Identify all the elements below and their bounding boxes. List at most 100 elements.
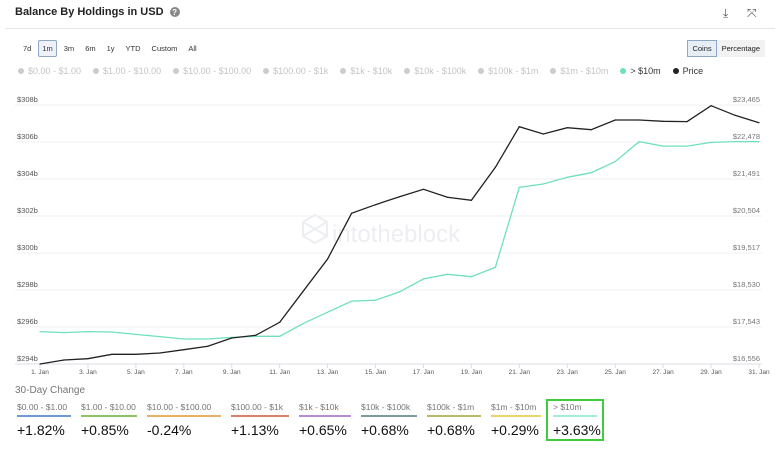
download-icon[interactable]: ⤓ xyxy=(723,6,729,20)
data-point xyxy=(398,291,401,293)
data-point xyxy=(446,273,449,275)
summary-value: +0.68% xyxy=(427,422,475,438)
range-button-1m[interactable]: 1m xyxy=(38,40,57,57)
data-point xyxy=(327,311,329,313)
legend-dot-icon xyxy=(263,68,270,74)
mode-toggle: Coins Percentage xyxy=(687,40,765,57)
data-point xyxy=(350,300,353,302)
data-point xyxy=(494,266,496,268)
summary-label: $1m - $10m xyxy=(491,402,541,417)
summary-value: +0.68% xyxy=(361,422,409,438)
data-point xyxy=(374,299,377,301)
summary-title: 30-Day Change xyxy=(15,385,86,396)
data-point xyxy=(87,331,89,333)
data-point xyxy=(135,353,137,355)
summary-columns: $0.00 - $1.00 +1.82% $1.00 - $10.00 +0.85% $… xyxy=(15,399,604,441)
data-point xyxy=(470,199,472,201)
summary-item: $100.00 - $1k +1.13% xyxy=(229,402,291,438)
mode-button-percentage[interactable]: Percentage xyxy=(716,40,765,57)
watermark-text: intotheblock xyxy=(332,221,461,248)
legend-item[interactable]: $10.00 - $100.00 xyxy=(173,66,251,76)
legend-item[interactable]: > $10m xyxy=(620,66,661,76)
data-point xyxy=(87,358,89,360)
legend-label: > $10m xyxy=(630,66,661,76)
summary-item: $10k - $100k +0.68% xyxy=(359,402,419,438)
data-point xyxy=(63,359,65,361)
x-tick-label: 23. Jan xyxy=(557,369,579,376)
data-point xyxy=(303,290,305,292)
data-point xyxy=(279,321,281,323)
legend-dot-icon xyxy=(173,68,180,74)
legend-item[interactable]: $10k - $100k xyxy=(404,66,466,76)
y-right-tick-label: $16,556 xyxy=(733,354,760,363)
summary-label: $10k - $100k xyxy=(361,402,417,417)
legend-item[interactable]: $0.00 - $1.00 xyxy=(18,66,81,76)
data-point xyxy=(39,363,41,365)
summary-value: +0.85% xyxy=(81,422,129,438)
watermark-logo-icon xyxy=(302,213,328,245)
legend-item[interactable]: $100k - $1m xyxy=(478,66,538,76)
range-button-ytd[interactable]: YTD xyxy=(125,44,141,53)
y-left-tick-label: $294b xyxy=(17,354,38,363)
summary-item: $1k - $10k +0.65% xyxy=(297,402,353,438)
range-button-7d[interactable]: 7d xyxy=(23,44,32,53)
legend-dot-icon xyxy=(620,68,627,74)
data-point xyxy=(231,337,233,339)
legend-label: $1.00 - $10.00 xyxy=(103,66,162,76)
data-point xyxy=(470,276,472,278)
data-point xyxy=(63,331,65,334)
summary-label: $1k - $10k xyxy=(299,402,351,417)
data-point xyxy=(255,334,257,336)
summary-label: > $10m xyxy=(553,402,597,417)
legend-item[interactable]: $1m - $10m xyxy=(550,66,608,76)
data-point xyxy=(638,141,640,143)
data-point xyxy=(542,133,544,135)
y-right-tick-label: $23,465 xyxy=(733,95,760,104)
question-circle-icon[interactable]: ? xyxy=(169,7,180,17)
data-point xyxy=(494,166,496,168)
summary-value: +1.82% xyxy=(17,422,65,438)
data-point xyxy=(638,119,640,121)
title-text: Balance By Holdings in USD xyxy=(15,6,164,18)
range-button-custom[interactable]: Custom xyxy=(151,44,178,53)
collapse-icon[interactable]: ⤧ xyxy=(747,6,757,20)
range-selector: 7d 1m 3m 6m 1y YTD Custom All xyxy=(19,40,201,57)
x-tick-label: 11. Jan xyxy=(269,369,290,376)
data-point xyxy=(542,183,544,185)
range-button-1y[interactable]: 1y xyxy=(106,44,115,53)
range-button-6m[interactable]: 6m xyxy=(85,44,96,53)
summary-item: $1.00 - $10.00 +0.85% xyxy=(79,402,139,438)
y-right-tick-label: $21,491 xyxy=(733,169,760,178)
legend-label: $10.00 - $100.00 xyxy=(183,66,252,76)
x-tick-label: 17. Jan xyxy=(413,369,435,376)
legend-item[interactable]: $1.00 - $10.00 xyxy=(93,66,161,76)
summary-value: +0.65% xyxy=(299,422,347,438)
data-point xyxy=(303,322,305,324)
range-button-3m[interactable]: 3m xyxy=(63,44,75,53)
x-tick-label: 15. Jan xyxy=(365,369,387,376)
summary-value: -0.24% xyxy=(147,422,192,438)
data-point xyxy=(614,119,616,121)
data-point xyxy=(614,161,616,163)
data-point xyxy=(159,336,161,338)
mode-button-coins[interactable]: Coins xyxy=(687,40,717,57)
y-left-tick-label: $298b xyxy=(17,280,38,289)
legend-item[interactable]: $1k - $10k xyxy=(340,66,392,76)
summary-label: $1.00 - $10.00 xyxy=(81,402,137,417)
summary-item: $100k - $1m +0.68% xyxy=(425,402,483,438)
legend-item[interactable]: $100.00 - $1k xyxy=(263,66,328,76)
data-point xyxy=(518,186,520,188)
y-right-tick-label: $17,543 xyxy=(733,317,760,326)
x-tick-label: 7. Jan xyxy=(175,369,193,376)
legend-label: $100k - $1m xyxy=(488,66,539,76)
y-right-tick-label: $18,530 xyxy=(733,280,760,289)
legend-dot-icon xyxy=(18,68,24,74)
y-left-tick-label: $308b xyxy=(17,95,38,104)
legend-item[interactable]: Price xyxy=(672,66,703,76)
data-point xyxy=(183,349,185,351)
legend-dot-icon xyxy=(478,68,485,74)
data-point xyxy=(590,129,592,131)
legend: $0.00 - $1.00 $1.00 - $10.00 $10.00 - $100… xyxy=(18,66,703,76)
range-button-all[interactable]: All xyxy=(188,44,197,53)
data-point xyxy=(159,352,161,354)
